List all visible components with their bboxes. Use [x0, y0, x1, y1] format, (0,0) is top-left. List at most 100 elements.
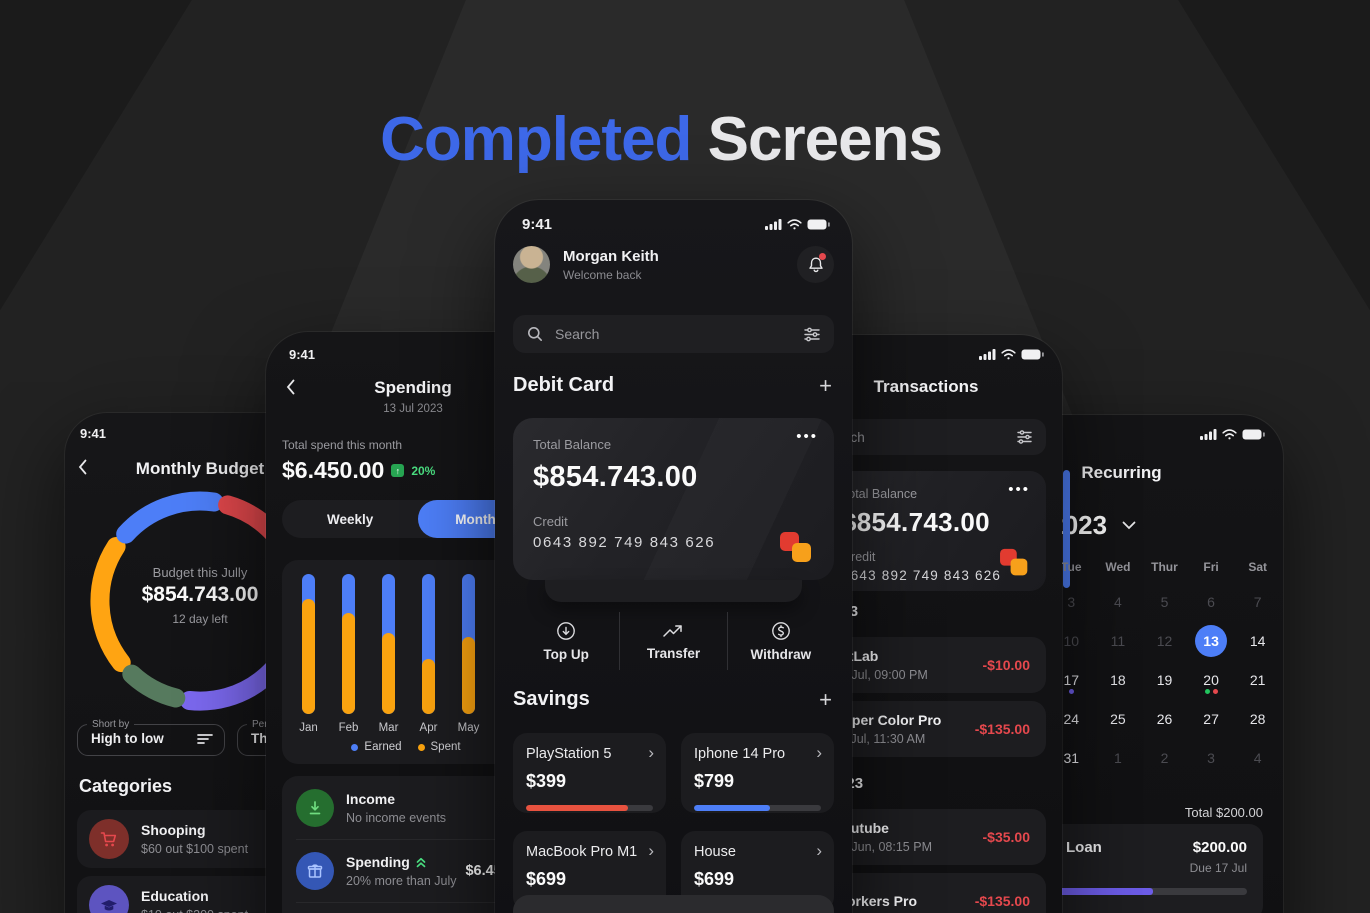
- calendar-day[interactable]: 13: [1188, 621, 1235, 660]
- calendar-day[interactable]: 26: [1156, 710, 1173, 727]
- chart-bar: Jan: [299, 574, 318, 734]
- category-name: Shooping: [141, 822, 206, 838]
- notifications-button[interactable]: [797, 246, 834, 283]
- calendar-day[interactable]: 14: [1249, 632, 1266, 649]
- saving-goal-playstation[interactable]: PlayStation 5 › $399: [513, 733, 666, 813]
- chart-bar-label: Apr: [419, 722, 438, 734]
- calendar-day[interactable]: 3: [1207, 749, 1215, 766]
- filter-sliders-icon[interactable]: [804, 327, 820, 342]
- recurring-calendar: Tue Wed Thur Fri Sat 3 4 5 6 7 10 11 12 13 14 17 18…: [1048, 560, 1281, 777]
- chart-bar-label: Feb: [338, 722, 359, 734]
- saving-price: $399: [526, 771, 567, 791]
- calendar-day[interactable]: 4: [1113, 593, 1122, 610]
- transaction-amount: -$135.00: [974, 721, 1030, 737]
- action-label: Withdraw: [750, 646, 812, 662]
- list-item-sub: 20% more than July: [346, 874, 457, 888]
- calendar-grid: 3 4 5 6 7 10 11 12 13 14 17 18 19 20 21 24 25 26 27 28 31 1 2 3…: [1048, 582, 1281, 777]
- filter-sliders-icon[interactable]: [1017, 430, 1032, 444]
- debit-card[interactable]: Total Balance ••• $854.743.00 Credit 064…: [513, 418, 834, 580]
- gift-icon: [296, 852, 334, 890]
- action-label: Top Up: [543, 646, 589, 662]
- saving-progress-fill: [526, 805, 628, 811]
- battery-icon: [807, 219, 830, 230]
- action-label: Transfer: [646, 645, 701, 661]
- calendar-day[interactable]: 18: [1110, 671, 1126, 688]
- card-number: 0643 892 749 843 626: [533, 534, 716, 551]
- calendar-day[interactable]: 27: [1203, 710, 1219, 727]
- search-input[interactable]: [553, 325, 794, 343]
- screen-home: 9:41 Morgan Keith Welcome back De: [494, 199, 853, 913]
- card-menu-icon[interactable]: •••: [796, 428, 818, 445]
- chart-bar: May: [458, 574, 479, 734]
- page-title-accent: Completed: [380, 104, 692, 174]
- transaction-time: 11 Jul, 11:30 AM: [834, 732, 926, 746]
- total-spend-block: Total spend this month $6.450.00 ↑ 20%: [282, 438, 435, 484]
- add-saving-button[interactable]: +: [819, 686, 832, 712]
- saving-name: House: [694, 844, 736, 860]
- balance-amount: $854.743.00: [842, 507, 990, 537]
- back-icon[interactable]: [286, 379, 295, 395]
- status-time: 9:41: [289, 347, 316, 362]
- calendar-day[interactable]: 11: [1110, 632, 1126, 649]
- day-header: Fri: [1203, 560, 1219, 574]
- graduation-cap-icon: [89, 885, 129, 913]
- home-search: [513, 315, 834, 353]
- stacked-card-peek: [545, 580, 802, 602]
- calendar-day[interactable]: 5: [1160, 593, 1169, 610]
- back-icon[interactable]: [78, 459, 87, 475]
- sort-icon: [197, 733, 213, 744]
- calendar-day-headers: Tue Wed Thur Fri Sat: [1048, 560, 1281, 582]
- calendar-day[interactable]: 12: [1156, 632, 1173, 649]
- battery-icon: [1021, 349, 1044, 360]
- transfer-button[interactable]: Transfer: [619, 612, 726, 670]
- calendar-day[interactable]: 19: [1156, 671, 1173, 688]
- chart-bar-label: May: [457, 722, 480, 734]
- saving-name: MacBook Pro M1: [526, 844, 638, 860]
- chevron-right-icon: ›: [648, 841, 654, 860]
- total-spend-amount: $6.450.00: [282, 457, 385, 483]
- chevron-right-icon: ›: [816, 841, 822, 860]
- bell-icon: [808, 257, 823, 272]
- avatar[interactable]: [513, 246, 550, 283]
- calendar-day[interactable]: 1: [1113, 749, 1122, 766]
- add-card-button[interactable]: +: [819, 372, 832, 398]
- withdraw-button[interactable]: Withdraw: [726, 612, 834, 670]
- calendar-day[interactable]: 28: [1249, 710, 1266, 727]
- legend-earned-dot: [351, 743, 359, 751]
- balance-label: Total Balance: [533, 437, 612, 452]
- calendar-day[interactable]: 20: [1188, 660, 1235, 699]
- transaction-amount: -$135.00: [974, 893, 1030, 909]
- calendar-day[interactable]: 4: [1253, 749, 1262, 766]
- mastercard-icon: [1000, 548, 1030, 577]
- calendar-event-dots: [1204, 689, 1218, 694]
- saving-name: Iphone 14 Pro: [694, 746, 786, 762]
- top-up-icon: [557, 621, 576, 640]
- total-spend-label: Total spend this month: [282, 438, 403, 452]
- legend-earned-label: Earned: [364, 741, 402, 753]
- top-up-button[interactable]: Top Up: [513, 612, 619, 670]
- saving-price: $699: [526, 869, 567, 889]
- page-title: Completed Screens: [0, 104, 1346, 175]
- card-menu-icon[interactable]: •••: [1008, 481, 1030, 498]
- sort-select-legend: Short by: [92, 719, 130, 730]
- status-time: 9:41: [80, 426, 107, 441]
- saving-progress-fill: [694, 805, 771, 811]
- balance-amount: $854.743.00: [533, 461, 698, 493]
- toggle-weekly[interactable]: Weekly: [326, 511, 374, 527]
- category-progress: $60 out $100 spent: [141, 842, 249, 856]
- signal-icon: [765, 219, 782, 230]
- calendar-day[interactable]: 6: [1207, 593, 1215, 610]
- categories-title: Categories: [79, 776, 173, 796]
- recurring-total: Total $200.00: [1184, 805, 1263, 820]
- calendar-day[interactable]: 2: [1160, 749, 1169, 766]
- saving-progress-track: [526, 805, 653, 811]
- wifi-icon: [1001, 349, 1016, 360]
- calendar-day[interactable]: 21: [1249, 671, 1266, 688]
- sort-select[interactable]: Short by High to low: [77, 719, 225, 756]
- saving-goal-iphone[interactable]: Iphone 14 Pro › $799: [681, 733, 834, 813]
- user-greeting: Welcome back: [563, 267, 642, 282]
- calendar-day[interactable]: 7: [1253, 593, 1262, 610]
- calendar-day[interactable]: 25: [1110, 710, 1126, 727]
- transaction-amount: -$35.00: [982, 829, 1030, 845]
